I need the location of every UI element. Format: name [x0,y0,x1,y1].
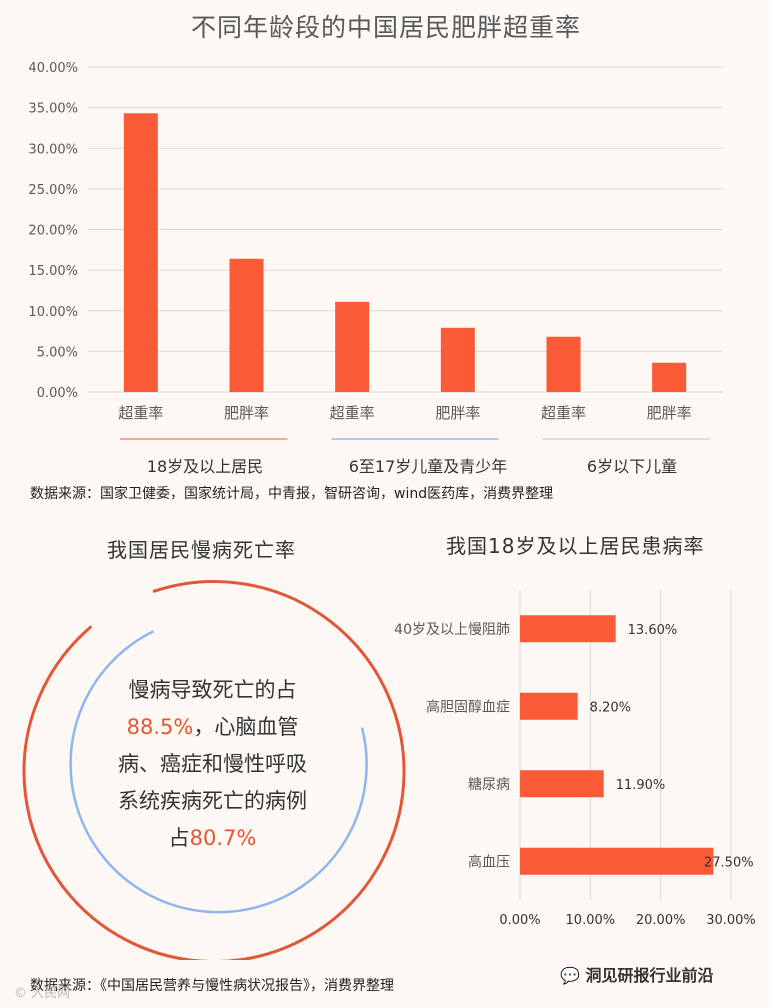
wechat-watermark: 💬 洞见研报行业前沿 [560,962,714,986]
y-tick-label: 15.00% [28,264,78,279]
y-tick-label: 0.00% [37,386,78,401]
x-tick-label: 肥胖率 [224,404,269,422]
group-label-youth: 6至17岁儿童及青少年 [348,457,508,476]
bar [440,327,475,392]
bar [520,770,604,798]
y-tick-label: 5.00% [37,345,78,360]
x-tick-label: 肥胖率 [435,404,480,422]
source-note-2: 数据来源：《中国居民营养与慢性病状况报告》，消费界整理 [30,978,394,994]
y-tick-label: 40.00% [28,61,78,76]
outer-ring-arc [22,580,406,960]
y-tick-label: 10.00% [28,305,78,320]
group-label-adults: 18岁及以上居民 [146,457,264,476]
bar [229,258,264,392]
major-disease-death-rate: 80.7% [189,826,257,850]
source-note-1: 数据来源：国家卫健委，国家统计局，中青报，智研咨询，wind医药库，消费界整理 [30,486,554,502]
bar-value-label: 27.50% [704,855,754,870]
bar [520,615,616,643]
mortality-text: 慢病导致死亡的占 88.5%，心脑血管病、癌症和慢性呼吸系统疾病死亡的病例占80.… [110,672,315,857]
bar [123,113,158,392]
x-tick-label: 10.00% [566,913,616,928]
y-tick-label: 25.00% [28,183,78,198]
mortality-circles [22,580,406,960]
circle-section-title: 我国居民慢病死亡率 [107,538,296,562]
y-category-label: 高血压 [468,853,510,870]
chart1-title: 不同年龄段的中国居民肥胖超重率 [190,13,581,42]
y-tick-label: 35.00% [28,102,78,117]
people-watermark: © 人民网 [14,986,71,1001]
mortality-text-2: ，心脑血管病、癌症和慢性呼吸系统疾病死亡的病例占 [118,715,307,850]
chart1-plot: 40.00% 35.00% 30.00% 25.00% 20.00% 15.00% 10.0… [28,61,722,440]
bar-value-label: 13.60% [628,623,678,638]
mortality-text-1: 慢病导致死亡的占 [128,678,297,702]
bar [652,362,687,392]
x-tick-label: 20.00% [636,913,686,928]
x-tick-label: 0.00% [499,913,540,928]
y-tick-label: 20.00% [28,224,78,239]
x-tick-label: 肥胖率 [647,404,692,422]
chart2-title: 我国18岁及以上居民患病率 [446,534,705,558]
x-tick-label: 超重率 [118,404,163,422]
bar [520,692,578,720]
y-category-label: 高胆固醇血症 [426,698,510,715]
watermark-text: 洞见研报行业前沿 [585,966,714,985]
y-category-label: 糖尿病 [468,777,510,793]
x-tick-label: 超重率 [541,404,586,422]
chronic-death-rate: 88.5% [126,715,194,739]
bar-value-label: 11.90% [616,778,666,793]
bar [520,847,714,875]
bar [546,336,581,392]
x-tick-label: 超重率 [330,404,375,422]
wechat-icon: 💬 [560,966,586,985]
group-label-children: 6岁以下儿童 [586,457,678,476]
inner-ring-arc [69,630,368,914]
y-tick-label: 30.00% [28,142,78,157]
bar-value-label: 8.20% [590,700,631,715]
bar [335,301,370,392]
x-tick-label: 30.00% [706,913,756,928]
y-category-label: 40岁及以上慢阻肺 [394,621,510,638]
